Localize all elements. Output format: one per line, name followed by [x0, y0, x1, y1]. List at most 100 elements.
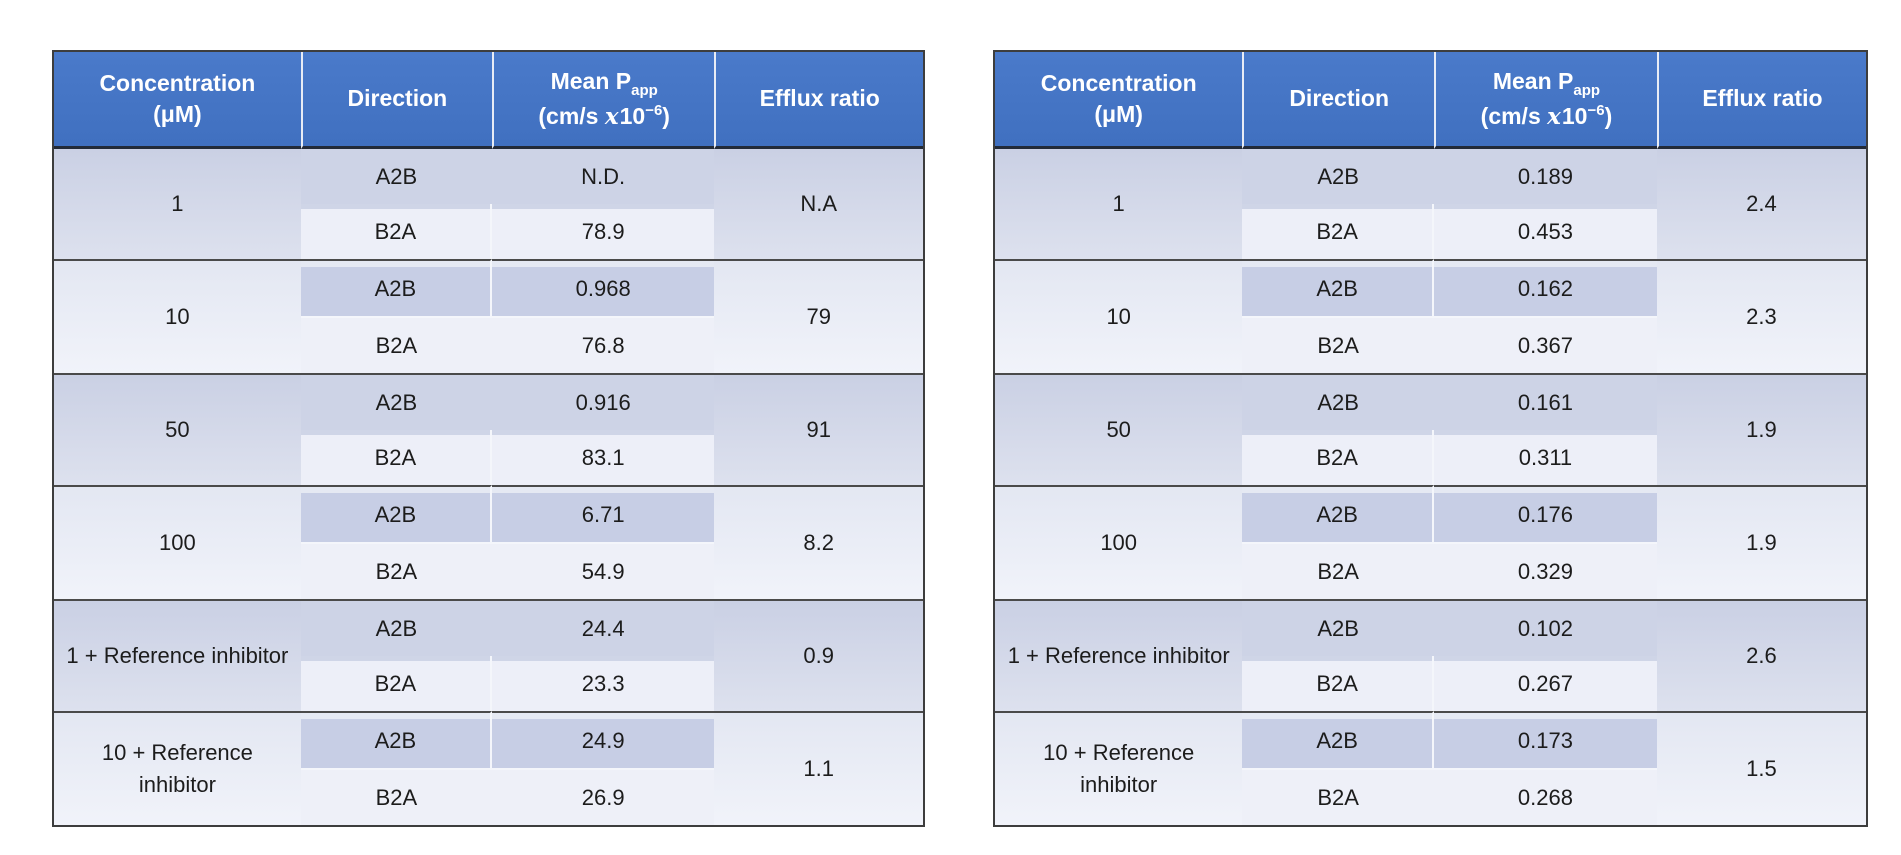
- units-prefix: (cm/s: [1480, 103, 1548, 130]
- table-row: 10 A2B 0.162 2.3: [995, 259, 1866, 373]
- header-label: Efflux ratio: [1702, 85, 1823, 112]
- direction-cell: B2A: [1242, 204, 1434, 259]
- mean-papp-text: Mean P: [1492, 67, 1574, 94]
- direction-cell: B2A: [300, 656, 492, 711]
- table-row: 50 A2B 0.916 91: [54, 373, 923, 485]
- papp-cell: 0.162: [1433, 259, 1657, 318]
- table-header: Concentration (μM) Direction Mean Papp (…: [54, 52, 923, 149]
- papp-cell: 0.161: [1433, 373, 1657, 430]
- efflux-cell: 1.9: [1656, 485, 1866, 599]
- papp-cell: 0.176: [1433, 485, 1657, 544]
- header-label: Direction: [347, 85, 448, 112]
- papp-cell: 26.9: [491, 770, 715, 825]
- header-label: Mean Papp: [1440, 66, 1653, 101]
- papp-cell: 76.8: [491, 318, 715, 373]
- direction-cell: A2B: [1242, 599, 1434, 656]
- direction-cell: A2B: [300, 485, 492, 544]
- concentration-cell: 1: [995, 149, 1243, 259]
- efflux-cell: 91: [714, 373, 923, 485]
- papp-cell: 78.9: [491, 204, 715, 259]
- table-row: B2A 78.9: [54, 204, 923, 259]
- direction-cell: B2A: [1242, 770, 1434, 825]
- papp-cell: 0.968: [491, 259, 715, 318]
- math-x: x: [604, 103, 619, 131]
- exponent: −6: [645, 102, 663, 120]
- efflux-cell: 1.1: [714, 711, 923, 825]
- papp-cell: 83.1: [491, 430, 715, 485]
- table-row: B2A 83.1: [54, 430, 923, 485]
- math-x: x: [1547, 103, 1561, 131]
- concentration-cell: 100: [995, 485, 1243, 599]
- efflux-cell: 0.9: [714, 599, 923, 711]
- papp-cell: 0.189: [1433, 149, 1657, 204]
- direction-cell: B2A: [300, 544, 492, 599]
- units-suffix: ): [662, 103, 670, 130]
- table-row: 1 + Reference inhibitor A2B 0.102 2.6: [995, 599, 1866, 711]
- column-header-direction: Direction: [300, 52, 492, 149]
- header-label: (μM): [1094, 101, 1143, 127]
- table-row: B2A 0.268: [995, 770, 1866, 825]
- permeability-table-left: Concentration (μM) Direction Mean Papp (…: [52, 50, 925, 827]
- papp-cell: 0.267: [1433, 656, 1657, 711]
- header-row: Concentration (μM) Direction Mean Papp (…: [995, 52, 1866, 149]
- units-suffix: ): [1604, 103, 1613, 130]
- header-row: Concentration (μM) Direction Mean Papp (…: [54, 52, 923, 149]
- direction-cell: B2A: [1242, 544, 1434, 599]
- table-body: 1 A2B N.D. N.A B2A 78.9 10 A2B 0.968 79: [54, 149, 923, 825]
- header-label: Concentration: [99, 69, 256, 96]
- papp-cell: 0.916: [491, 373, 715, 430]
- direction-cell: B2A: [1242, 656, 1434, 711]
- efflux-cell: 1.5: [1656, 711, 1866, 825]
- column-header-direction: Direction: [1242, 52, 1434, 149]
- papp-cell: 24.4: [491, 599, 715, 656]
- table-row: 10 + Reference inhibitor A2B 24.9 1.1: [54, 711, 923, 825]
- table-row: 1 + Reference inhibitor A2B 24.4 0.9: [54, 599, 923, 711]
- concentration-cell: 50: [54, 373, 301, 485]
- column-header-mean-papp: Mean Papp (cm/s x10−6): [1433, 52, 1657, 149]
- header-label: (cm/s x10−6): [498, 101, 710, 132]
- table-row: 100 A2B 6.71 8.2: [54, 485, 923, 599]
- table-body: 1 A2B 0.189 2.4 B2A 0.453 10 A2B 0.162 2…: [995, 149, 1866, 825]
- table-row: B2A 0.267: [995, 656, 1866, 711]
- table-row: B2A 23.3: [54, 656, 923, 711]
- papp-cell: 0.173: [1433, 711, 1657, 770]
- concentration-cell: 10: [995, 259, 1243, 373]
- table-row: 100 A2B 0.176 1.9: [995, 485, 1866, 599]
- papp-cell: 0.453: [1433, 204, 1657, 259]
- table-row: B2A 26.9: [54, 770, 923, 825]
- table-row: 1 A2B 0.189 2.4: [995, 149, 1866, 259]
- papp-subscript: app: [1573, 81, 1601, 99]
- units-prefix: (cm/s: [538, 103, 605, 130]
- efflux-cell: 8.2: [714, 485, 923, 599]
- header-label: Mean Papp: [498, 66, 710, 101]
- papp-cell: 0.268: [1433, 770, 1657, 825]
- permeability-table-right: Concentration (μM) Direction Mean Papp (…: [993, 50, 1868, 827]
- direction-cell: A2B: [300, 259, 492, 318]
- direction-cell: B2A: [300, 430, 492, 485]
- direction-cell: A2B: [1242, 485, 1434, 544]
- papp-subscript: app: [631, 81, 658, 99]
- column-header-concentration: Concentration (μM): [54, 52, 301, 149]
- header-label: Efflux ratio: [759, 85, 880, 112]
- column-header-efflux-ratio: Efflux ratio: [1656, 52, 1866, 149]
- column-header-concentration: Concentration (μM): [995, 52, 1243, 149]
- papp-cell: 0.311: [1433, 430, 1657, 485]
- papp-cell: 54.9: [491, 544, 715, 599]
- direction-cell: B2A: [300, 770, 492, 825]
- concentration-cell: 1 + Reference inhibitor: [54, 599, 301, 711]
- table-row: 50 A2B 0.161 1.9: [995, 373, 1866, 485]
- direction-cell: A2B: [1242, 373, 1434, 430]
- table-row: B2A 76.8: [54, 318, 923, 373]
- table-row: B2A 0.329: [995, 544, 1866, 599]
- header-label: Direction: [1289, 85, 1389, 112]
- column-header-efflux-ratio: Efflux ratio: [714, 52, 923, 149]
- concentration-cell: 1: [54, 149, 301, 259]
- efflux-cell: N.A: [714, 149, 923, 259]
- concentration-cell: 10 + Reference inhibitor: [54, 711, 301, 825]
- concentration-cell: 10: [54, 259, 301, 373]
- direction-cell: A2B: [300, 373, 492, 430]
- table-row: 1 A2B N.D. N.A: [54, 149, 923, 259]
- direction-cell: A2B: [1242, 259, 1434, 318]
- exponent: −6: [1587, 102, 1605, 120]
